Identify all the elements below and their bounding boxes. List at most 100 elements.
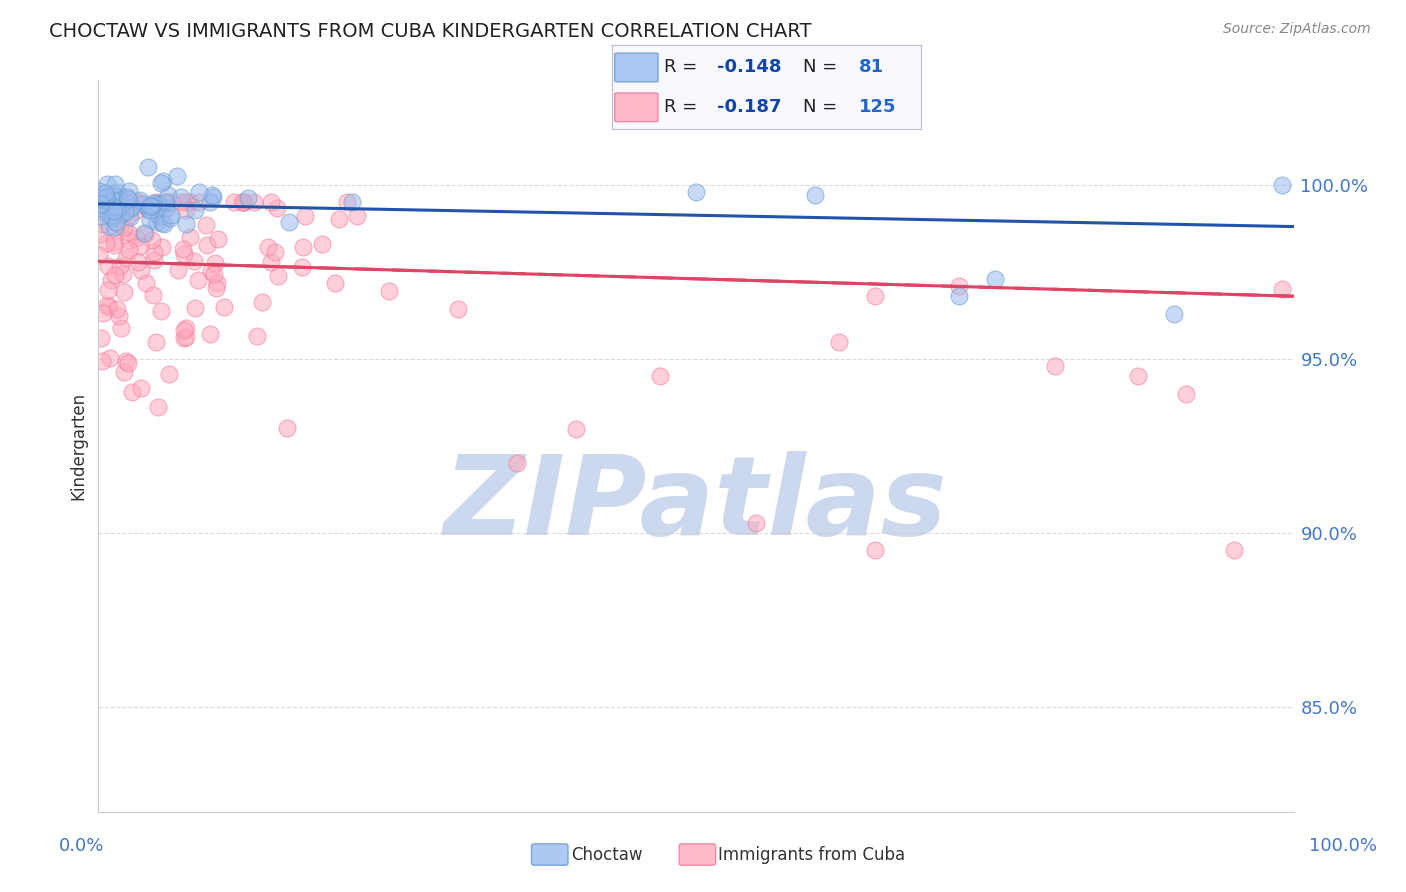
Point (260, 255, 283, 269)
Point (153, 217, 176, 231)
Point (139, 212, 162, 227)
Point (107, 217, 129, 231)
Text: N =: N = (803, 59, 844, 77)
Point (160, 195, 183, 210)
Point (948, 278, 970, 293)
Point (131, 197, 153, 211)
Point (257, 240, 280, 254)
Point (112, 285, 135, 299)
Point (948, 289, 970, 303)
Point (148, 209, 170, 223)
Point (174, 320, 197, 334)
Point (110, 200, 132, 214)
Point (105, 186, 128, 200)
Point (136, 161, 159, 175)
Point (101, 202, 124, 216)
Point (90, 192, 112, 206)
Point (183, 253, 205, 268)
Point (311, 236, 333, 251)
Point (87, 227, 110, 241)
Point (131, 263, 153, 277)
Text: N =: N = (803, 98, 844, 116)
Text: R =: R = (664, 98, 703, 116)
Point (101, 208, 124, 222)
Point (150, 217, 173, 231)
Point (173, 247, 195, 261)
Point (96, 178, 118, 192)
Point (828, 334, 851, 349)
Point (252, 295, 274, 310)
Point (336, 195, 359, 210)
Point (97, 284, 120, 298)
Point (173, 323, 195, 337)
Point (103, 186, 125, 201)
Point (129, 193, 152, 207)
Point (202, 190, 225, 204)
Point (93, 306, 115, 320)
Point (205, 281, 228, 295)
Point (198, 195, 221, 210)
Point (150, 176, 173, 190)
Point (174, 202, 197, 217)
Text: 125: 125 (859, 98, 897, 116)
Point (98, 351, 121, 365)
Point (103, 204, 125, 219)
Point (91, 193, 114, 207)
Point (142, 288, 165, 302)
Point (91, 201, 114, 215)
Point (166, 169, 188, 183)
Point (152, 174, 174, 188)
Point (105, 301, 128, 316)
Point (91, 204, 114, 219)
Point (112, 220, 135, 235)
Point (143, 252, 166, 267)
Point (117, 243, 139, 257)
Point (114, 251, 136, 265)
Point (97, 201, 120, 215)
Point (90, 209, 112, 223)
Point (243, 195, 266, 210)
Point (187, 195, 209, 210)
Point (804, 188, 827, 202)
Point (187, 273, 209, 287)
Point (146, 214, 169, 228)
Point (134, 226, 156, 240)
Point (173, 331, 195, 345)
Point (222, 195, 245, 210)
Point (152, 240, 174, 254)
Point (156, 195, 179, 210)
Point (153, 195, 176, 210)
Point (194, 218, 217, 232)
Point (103, 235, 125, 249)
Point (179, 229, 201, 244)
Point (127, 255, 149, 269)
Point (648, 369, 672, 384)
Point (93, 186, 115, 201)
Point (565, 421, 588, 435)
Point (98, 209, 121, 223)
Point (200, 327, 222, 342)
Point (107, 202, 129, 216)
Point (104, 195, 127, 210)
Point (1271, 178, 1294, 192)
Point (236, 191, 259, 205)
Point (174, 217, 197, 231)
Point (201, 187, 224, 202)
Point (865, 289, 887, 303)
Point (204, 256, 226, 270)
Point (323, 276, 346, 290)
Text: Immigrants from Cuba: Immigrants from Cuba (718, 846, 905, 863)
Point (135, 277, 157, 291)
Point (266, 269, 288, 284)
Point (120, 201, 142, 215)
Point (117, 225, 139, 239)
Point (114, 204, 136, 219)
Point (142, 195, 165, 210)
Point (291, 260, 314, 275)
Point (145, 334, 167, 349)
Point (138, 202, 160, 217)
Point (231, 195, 253, 210)
Point (118, 184, 141, 198)
Point (94, 188, 117, 202)
Point (111, 195, 134, 210)
